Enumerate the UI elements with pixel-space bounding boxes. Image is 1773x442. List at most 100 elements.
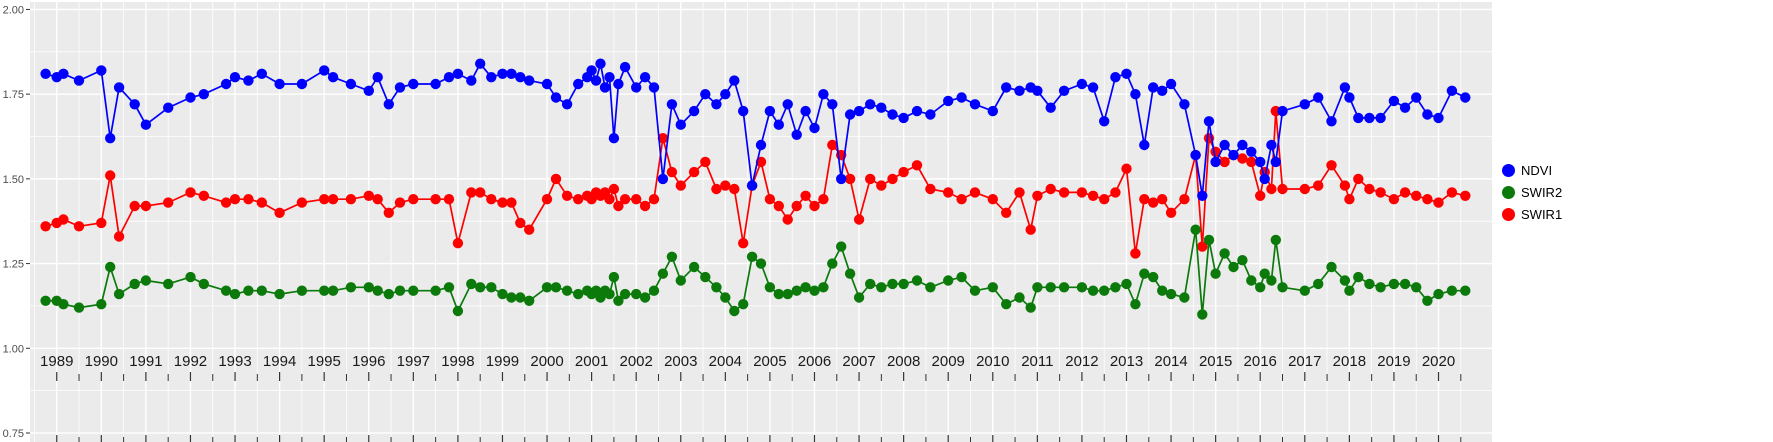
data-point-ndvi <box>1411 92 1422 103</box>
data-point-swir2 <box>688 261 700 273</box>
data-point-swir2 <box>1228 261 1239 273</box>
data-point-ndvi <box>345 78 357 90</box>
data-point-swir2 <box>573 288 584 300</box>
data-point-ndvi <box>1121 68 1132 80</box>
data-point-ndvi <box>1375 112 1386 124</box>
data-point-swir2 <box>1246 275 1257 286</box>
data-point-swir2 <box>561 285 573 296</box>
data-point-ndvi <box>506 68 517 80</box>
data-point-ndvi <box>608 133 620 144</box>
data-point-ndvi <box>1148 82 1159 93</box>
data-point-swir1 <box>844 173 856 185</box>
data-point-swir2 <box>394 285 406 296</box>
data-point-swir2 <box>541 282 553 293</box>
data-point-swir1 <box>1246 156 1257 168</box>
data-point-swir2 <box>853 292 865 303</box>
data-point-ndvi <box>925 109 936 120</box>
data-point-swir1 <box>853 214 865 225</box>
data-point-ndvi <box>1270 156 1282 168</box>
data-point-swir1 <box>1157 194 1168 205</box>
data-point-swir1 <box>1032 190 1043 201</box>
data-point-swir1 <box>1087 190 1099 201</box>
data-point-swir2 <box>956 271 967 283</box>
data-point-swir1 <box>675 180 686 191</box>
legend-key-ndvi-dot-icon <box>1502 164 1515 177</box>
legend-item-swir2: SWIR2 <box>1502 186 1562 199</box>
data-point-ndvi <box>648 82 660 93</box>
data-point-ndvi <box>887 109 898 120</box>
data-point-ndvi <box>666 99 678 110</box>
data-point-swir1 <box>773 200 784 212</box>
data-point-ndvi <box>720 89 731 100</box>
data-point-ndvi <box>1388 95 1400 107</box>
y-tick-label: 0.75 <box>3 428 24 440</box>
data-point-swir1 <box>524 224 535 235</box>
data-point-ndvi <box>1433 112 1444 124</box>
data-point-swir2 <box>243 285 254 296</box>
data-point-swir1 <box>1099 194 1110 205</box>
data-point-ndvi <box>430 78 441 90</box>
y-tick-label: 1.50 <box>3 174 24 186</box>
data-point-swir1 <box>764 194 776 205</box>
data-point-swir2 <box>1375 282 1386 293</box>
data-point-swir1 <box>1375 187 1386 198</box>
data-point-ndvi <box>524 75 535 86</box>
data-point-swir2 <box>105 261 116 273</box>
x-tick-label: 1997 <box>397 353 430 370</box>
x-tick-label: 1992 <box>174 353 207 370</box>
data-point-ndvi <box>198 89 209 100</box>
data-point-swir2 <box>791 285 802 296</box>
data-point-swir1 <box>1130 248 1141 259</box>
data-point-swir1 <box>113 231 125 242</box>
data-point-swir1 <box>898 166 909 178</box>
data-point-swir2 <box>746 251 758 262</box>
data-point-swir1 <box>666 166 678 178</box>
data-point-swir2 <box>1179 292 1190 303</box>
data-point-swir2 <box>96 299 107 310</box>
data-point-swir2 <box>876 282 887 293</box>
data-point-swir2 <box>1255 282 1266 293</box>
legend-item-swir1: SWIR1 <box>1502 208 1562 221</box>
data-point-swir2 <box>372 285 383 296</box>
data-point-swir1 <box>466 187 477 198</box>
data-point-swir2 <box>73 302 85 313</box>
data-point-swir2 <box>1001 299 1012 310</box>
data-point-ndvi <box>1237 139 1248 151</box>
data-point-ndvi <box>73 75 85 86</box>
data-point-swir1 <box>1001 207 1012 218</box>
data-point-ndvi <box>408 78 419 90</box>
x-tick-label: 2017 <box>1288 353 1321 370</box>
data-point-swir2 <box>809 285 820 296</box>
data-point-ndvi <box>898 112 909 124</box>
data-point-swir2 <box>925 282 936 293</box>
data-point-ndvi <box>613 78 624 90</box>
legend-key-swir1-dot-icon <box>1502 208 1515 221</box>
data-point-ndvi <box>372 72 383 83</box>
data-point-swir2 <box>604 288 615 300</box>
data-point-ndvi <box>782 99 793 110</box>
x-tick-label: 2013 <box>1110 353 1143 370</box>
data-point-swir2 <box>163 278 174 290</box>
data-point-swir1 <box>163 197 174 208</box>
data-point-ndvi <box>96 65 107 76</box>
data-point-swir1 <box>515 217 526 229</box>
data-point-swir2 <box>1130 299 1141 310</box>
data-point-swir1 <box>639 200 651 212</box>
data-point-swir2 <box>1045 282 1056 293</box>
x-tick-label: 2014 <box>1154 353 1187 370</box>
data-point-swir2 <box>1237 255 1248 266</box>
data-point-swir2 <box>1121 278 1132 290</box>
data-point-swir1 <box>925 183 936 195</box>
data-point-swir2 <box>486 282 497 293</box>
data-point-swir1 <box>1411 190 1422 201</box>
x-tick-label: 1991 <box>129 353 162 370</box>
data-point-ndvi <box>1255 156 1266 168</box>
plot-panel <box>30 2 1492 442</box>
data-point-ndvi <box>105 133 116 144</box>
data-point-swir1 <box>1313 180 1324 191</box>
legend-label-ndvi: NDVI <box>1521 163 1553 178</box>
data-point-ndvi <box>956 92 967 103</box>
data-point-swir2 <box>764 282 776 293</box>
data-point-ndvi <box>1014 85 1025 97</box>
